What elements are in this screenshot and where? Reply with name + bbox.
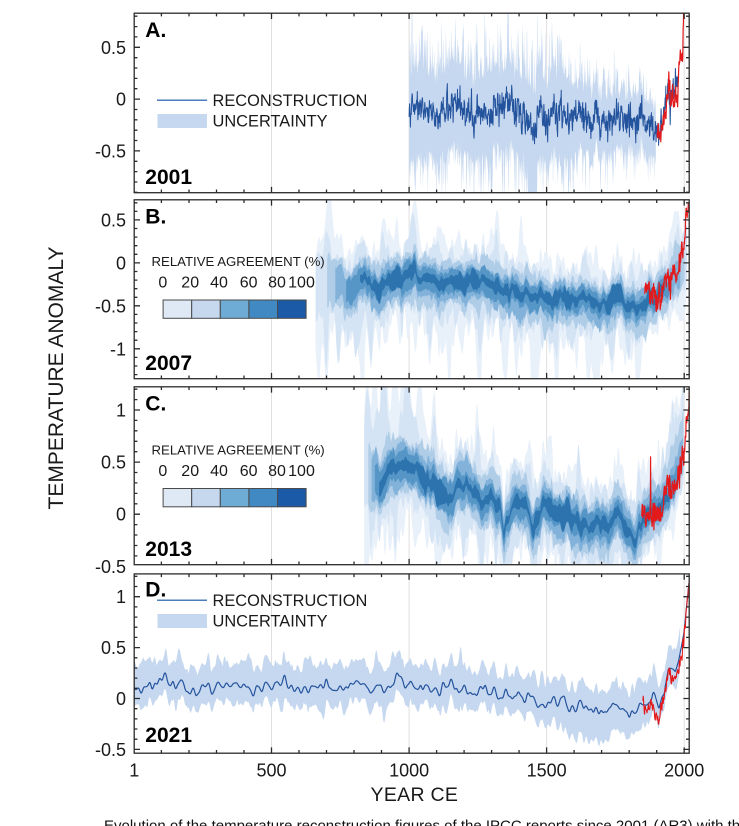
svg-text:0.5: 0.5 — [101, 210, 126, 230]
svg-text:0: 0 — [116, 505, 126, 525]
svg-text:0: 0 — [116, 689, 126, 709]
svg-text:2000: 2000 — [664, 761, 704, 781]
svg-text:80: 80 — [268, 274, 286, 291]
svg-text:YEAR CE: YEAR CE — [371, 784, 459, 806]
svg-text:RELATIVE AGREEMENT (%): RELATIVE AGREEMENT (%) — [152, 254, 325, 269]
svg-text:60: 60 — [240, 274, 258, 291]
svg-text:2007: 2007 — [145, 352, 192, 375]
svg-text:-0.5: -0.5 — [95, 557, 126, 577]
svg-text:RECONSTRUCTION: RECONSTRUCTION — [213, 92, 368, 110]
svg-text:0: 0 — [116, 253, 126, 273]
svg-text:Evolution of the temperature r: Evolution of the temperature reconstruct… — [104, 818, 739, 826]
svg-text:100: 100 — [288, 274, 315, 291]
svg-text:2021: 2021 — [145, 724, 192, 747]
svg-text:20: 20 — [181, 274, 199, 291]
svg-text:0: 0 — [116, 90, 126, 110]
svg-text:D.: D. — [145, 578, 166, 601]
svg-text:0: 0 — [158, 274, 167, 291]
svg-text:500: 500 — [256, 761, 286, 781]
svg-text:40: 40 — [210, 463, 228, 480]
svg-text:0.5: 0.5 — [101, 38, 126, 58]
svg-text:100: 100 — [288, 463, 315, 480]
svg-text:40: 40 — [210, 274, 228, 291]
svg-text:B.: B. — [145, 206, 166, 229]
svg-text:RECONSTRUCTION: RECONSTRUCTION — [213, 592, 368, 610]
svg-text:0: 0 — [158, 463, 167, 480]
svg-text:0.5: 0.5 — [101, 638, 126, 658]
svg-text:20: 20 — [181, 463, 199, 480]
svg-text:1: 1 — [116, 401, 126, 421]
svg-text:-0.5: -0.5 — [95, 740, 126, 760]
svg-text:A.: A. — [145, 19, 166, 42]
svg-text:RELATIVE AGREEMENT (%): RELATIVE AGREEMENT (%) — [152, 443, 325, 458]
svg-text:1: 1 — [116, 587, 126, 607]
svg-text:UNCERTAINTY: UNCERTAINTY — [213, 612, 328, 630]
svg-text:2001: 2001 — [145, 166, 192, 189]
svg-text:2013: 2013 — [145, 538, 192, 561]
svg-text:1: 1 — [129, 761, 139, 781]
svg-text:C.: C. — [145, 393, 166, 416]
svg-text:0.5: 0.5 — [101, 453, 126, 473]
svg-text:80: 80 — [268, 463, 286, 480]
svg-text:TEMPERATURE ANOMALY: TEMPERATURE ANOMALY — [45, 247, 68, 510]
svg-text:1000: 1000 — [389, 761, 429, 781]
svg-text:UNCERTAINTY: UNCERTAINTY — [213, 112, 328, 130]
svg-text:1500: 1500 — [527, 761, 567, 781]
svg-text:60: 60 — [240, 463, 258, 480]
svg-text:-1: -1 — [110, 339, 126, 359]
svg-text:-0.5: -0.5 — [95, 296, 126, 316]
svg-text:-0.5: -0.5 — [95, 141, 126, 161]
